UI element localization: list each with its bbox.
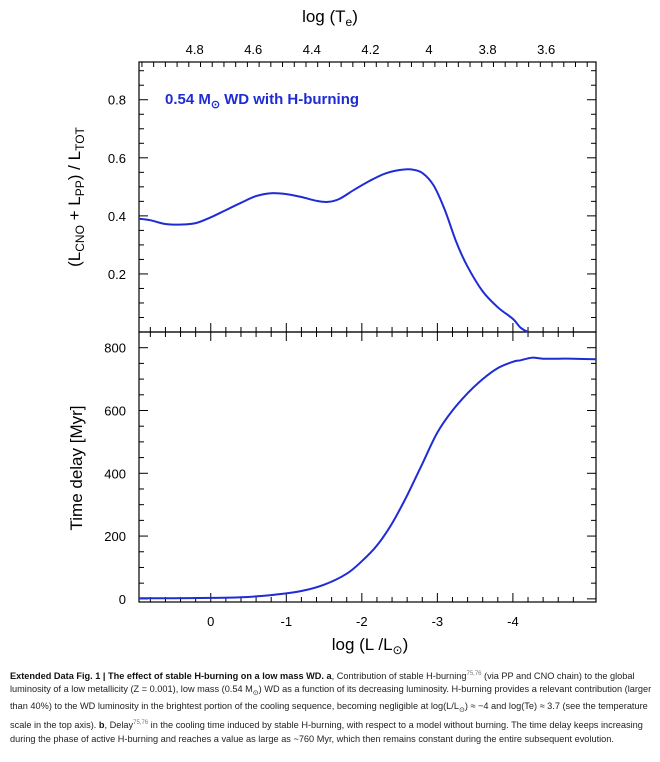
top-axis-title-main: log (T	[302, 7, 345, 26]
top-axis-title-sub: e	[346, 15, 353, 29]
panel-a-y-tick-label: 0.4	[108, 209, 126, 224]
top-x-tick-label: 3.8	[479, 42, 497, 57]
panel-b-y-tick-label: 800	[104, 341, 126, 356]
figure-canvas: log (Te) 4.8 4.6 4.4 4.2 4 3.8 3.6 0.2 0.4 0.6 0.8…	[65, 7, 597, 657]
caption-b-label: b	[98, 720, 105, 731]
x-tick-label: -1	[281, 614, 293, 629]
x-tick-label: -2	[356, 614, 368, 629]
panel-a-ylabel: (LCNO + LPP) / LTOT	[65, 126, 87, 266]
caption-title: Extended Data Fig. 1 | The effect of sta…	[10, 671, 324, 682]
panel-b-y-tick-label: 400	[104, 466, 126, 481]
panel-b-ticks	[139, 332, 596, 602]
top-x-tick-label: 4.4	[303, 42, 321, 57]
panel-b-frame	[138, 331, 597, 603]
top-x-tick-label: 4.2	[361, 42, 379, 57]
top-axis-title: log (Te)	[302, 7, 358, 29]
top-x-tick-label: 4	[425, 42, 432, 57]
annotation-sun-symbol: ⊙	[211, 99, 220, 111]
caption-a-label: a	[326, 671, 332, 682]
x-tick-label: -3	[432, 614, 444, 629]
panel-a-y-tick-label: 0.8	[108, 93, 126, 108]
top-x-tick-label: 4.8	[186, 42, 204, 57]
panel-b-series-line	[138, 356, 597, 600]
panel-a-y-tick-label: 0.2	[108, 267, 126, 282]
x-tick-label: -4	[507, 614, 519, 629]
top-x-tick-label: 4.6	[244, 42, 262, 57]
panel-a-y-tick-label: 0.6	[108, 151, 126, 166]
figure-caption: Extended Data Fig. 1 | The effect of sta…	[10, 671, 652, 744]
x-tick-label: 0	[207, 614, 214, 629]
bottom-axis-title: log (L /L⊙)	[332, 635, 409, 657]
panel-a-annotation: 0.54 M⊙ WD with H-burning	[165, 91, 359, 111]
tick-labels: 4.8 4.6 4.4 4.2 4 3.8 3.6 0.2 0.4 0.6 0.8 0 200 400 60…	[104, 42, 555, 629]
panel-a-ticks	[139, 62, 596, 332]
panel-a-series-line	[138, 168, 529, 333]
panel-b-y-tick-label: 600	[104, 403, 126, 418]
top-x-tick-label: 3.6	[537, 42, 555, 57]
panel-b-y-tick-label: 200	[104, 529, 126, 544]
panel-b-ylabel: Time delay [Myr]	[67, 405, 86, 530]
panel-b-y-tick-label: 0	[119, 592, 126, 607]
